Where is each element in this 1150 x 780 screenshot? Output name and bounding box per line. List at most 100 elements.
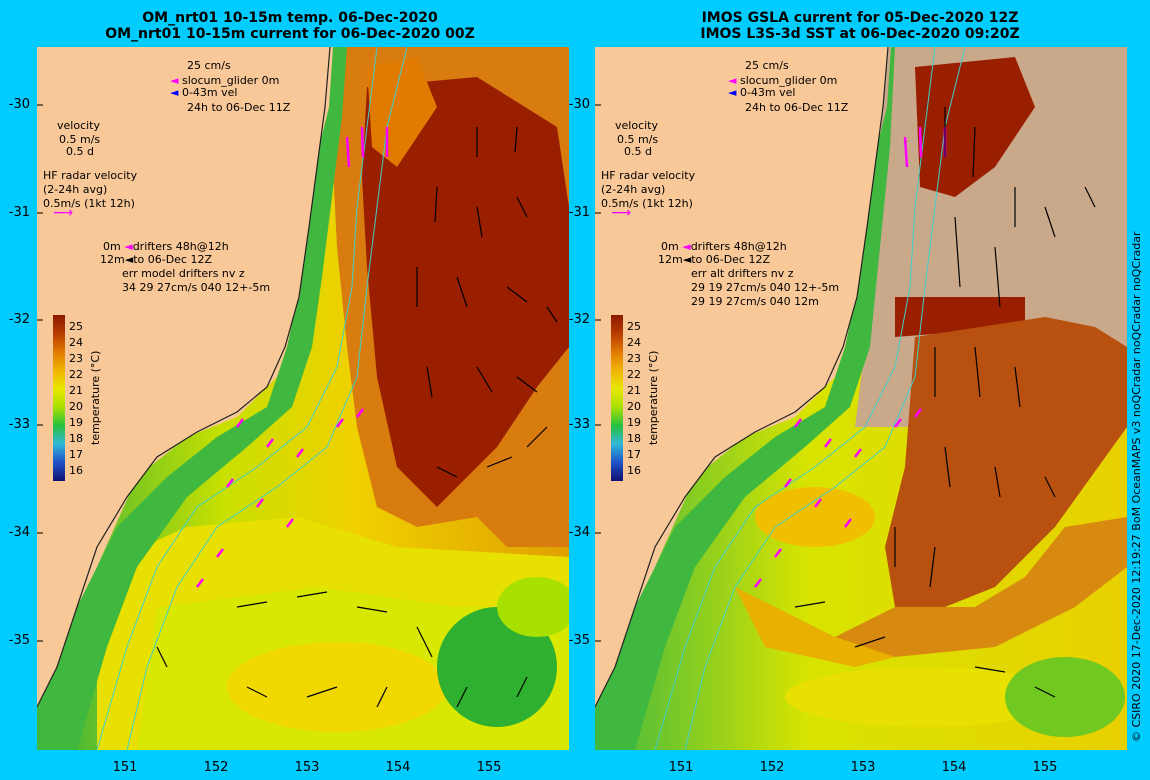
cb-tick: 17 [627,448,641,461]
cb-tick: 25 [627,320,641,333]
left-hf-avg: (2-24h avg) [43,183,108,196]
left-map[interactable]: 25 cm/s ◄ slocum_glider 0m ◄ 0-43m vel 2… [37,47,569,750]
lon-label: 154 [385,760,411,775]
right-drifters-12m-label: 12m◄to 06-Dec 12Z [658,254,770,266]
lat-label: -33 [568,417,590,432]
lat-label: -30 [8,97,30,112]
right-hf-scale: 0.5m/s (1kt 12h) [601,197,693,210]
cb-tick: 21 [69,384,83,397]
hf-arrow-icon: ⟶ [611,205,632,221]
right-err-line: err alt drifters nv z [691,267,794,280]
right-scale-label: 25 cm/s [745,59,789,72]
left-drifters-text: drifters 48h@12h [132,240,229,253]
left-err-line: err model drifters nv z [122,267,245,280]
lat-label: -31 [568,205,590,220]
right-panel-title: IMOS GSLA current for 05-Dec-2020 12Z IM… [590,10,1130,42]
right-drifters-text: drifters 48h@12h [690,240,787,253]
cb-tick: 22 [627,368,641,381]
left-glider-label: ◄ slocum_glider 0m [170,75,279,87]
lon-label: 155 [1032,760,1058,775]
right-title-line2: IMOS L3S-3d SST at 06-Dec-2020 09:20Z [700,26,1020,42]
left-map-canvas [37,47,569,750]
left-velocity-title: velocity [57,119,100,132]
cb-tick: 23 [627,352,641,365]
cb-tick: 17 [69,448,83,461]
lon-label: 152 [759,760,785,775]
left-velocity-d: 0.5 d [66,145,94,158]
right-vel-text: 0-43m vel [739,86,796,99]
lon-label: 152 [203,760,229,775]
left-glider-text: slocum_glider 0m [181,74,280,87]
cb-tick: 18 [69,432,83,445]
right-hf-title: HF radar velocity [601,169,696,182]
cb-tick: 23 [69,352,83,365]
lon-label: 151 [668,760,694,775]
lon-label: 153 [294,760,320,775]
lat-label: -30 [568,97,590,112]
lat-label: -32 [8,312,30,327]
right-drifters-12m: 12m [658,253,683,266]
right-time-label: 24h to 06-Dec 11Z [745,101,849,114]
right-map-canvas [595,47,1127,750]
cb-tick: 16 [69,464,83,477]
left-velocity-ms: 0.5 m/s [59,133,101,146]
left-drifters-12m: 12m [100,253,125,266]
left-drifters-label: 0m ◄drifters 48h@12h [103,241,229,253]
lon-label: 155 [476,760,502,775]
left-time-label: 24h to 06-Dec 11Z [187,101,291,114]
cb-tick: 18 [627,432,641,445]
hf-arrow-icon: ⟶ [53,205,74,221]
left-drifters-to: to 06-Dec 12Z [133,253,213,266]
cb-tick: 25 [69,320,83,333]
right-velocity-d: 0.5 d [624,145,652,158]
lat-label: -31 [8,205,30,220]
lat-label: -34 [568,525,590,540]
right-err-vals: 29 19 27cm/s 040 12+-5m [691,281,840,294]
lat-label: -34 [8,525,30,540]
right-velocity-ms: 0.5 m/s [617,133,659,146]
cb-tick: 24 [627,336,641,349]
left-drifters-12m-label: 12m◄to 06-Dec 12Z [100,254,212,266]
cb-tick: 20 [627,400,641,413]
left-hf-title: HF radar velocity [43,169,138,182]
right-title-line1: IMOS GSLA current for 05-Dec-2020 12Z [701,10,1019,26]
lat-label: -35 [568,633,590,648]
credit-text: © CSIRO 2020 17-Dec-2020 12:19:27 BoM Oc… [1130,231,1143,742]
left-title-line1: OM_nrt01 10-15m temp. 06-Dec-2020 [142,10,438,26]
right-colorbar [611,315,623,481]
cb-tick: 16 [627,464,641,477]
lat-label: -33 [8,417,30,432]
drifter-arrow-black-icon: ◄ [124,253,134,266]
lon-label: 151 [112,760,138,775]
vel-arrow-icon: ◄ [728,86,737,99]
left-colorbar [53,315,65,481]
right-map[interactable]: 25 cm/s ◄ slocum_glider 0m ◄ 0-43m vel 2… [595,47,1127,750]
cb-tick: 21 [627,384,641,397]
drifter-arrow-black-icon: ◄ [682,253,692,266]
left-drifters-0m: 0m [103,240,121,253]
right-glider-text: slocum_glider 0m [739,74,838,87]
lon-label: 153 [850,760,876,775]
cb-tick: 20 [69,400,83,413]
drifter-arrow-icon: ◄ [124,240,133,253]
left-panel-title: OM_nrt01 10-15m temp. 06-Dec-2020 OM_nrt… [20,10,560,42]
cb-tick: 22 [69,368,83,381]
glider-arrow-icon: ◄ [728,74,737,87]
left-err-vals: 34 29 27cm/s 040 12+-5m [122,281,271,294]
cb-tick: 19 [627,416,641,429]
left-hf-scale: 0.5m/s (1kt 12h) [43,197,135,210]
drifter-arrow-icon: ◄ [682,240,691,253]
vel-arrow-icon: ◄ [170,86,179,99]
right-err-vals2: 29 19 27cm/s 040 12m [691,295,819,308]
right-glider-label: ◄ slocum_glider 0m [728,75,837,87]
right-drifters-0m: 0m [661,240,679,253]
lat-label: -35 [8,633,30,648]
right-velocity-title: velocity [615,119,658,132]
cb-tick: 24 [69,336,83,349]
right-drifters-label: 0m ◄drifters 48h@12h [661,241,787,253]
left-vel-text: 0-43m vel [181,86,238,99]
left-colorbar-title: temperature (°C) [89,350,102,445]
glider-arrow-icon: ◄ [170,74,179,87]
left-title-line2: OM_nrt01 10-15m current for 06-Dec-2020 … [105,26,475,42]
right-vel-label: ◄ 0-43m vel [728,87,795,99]
